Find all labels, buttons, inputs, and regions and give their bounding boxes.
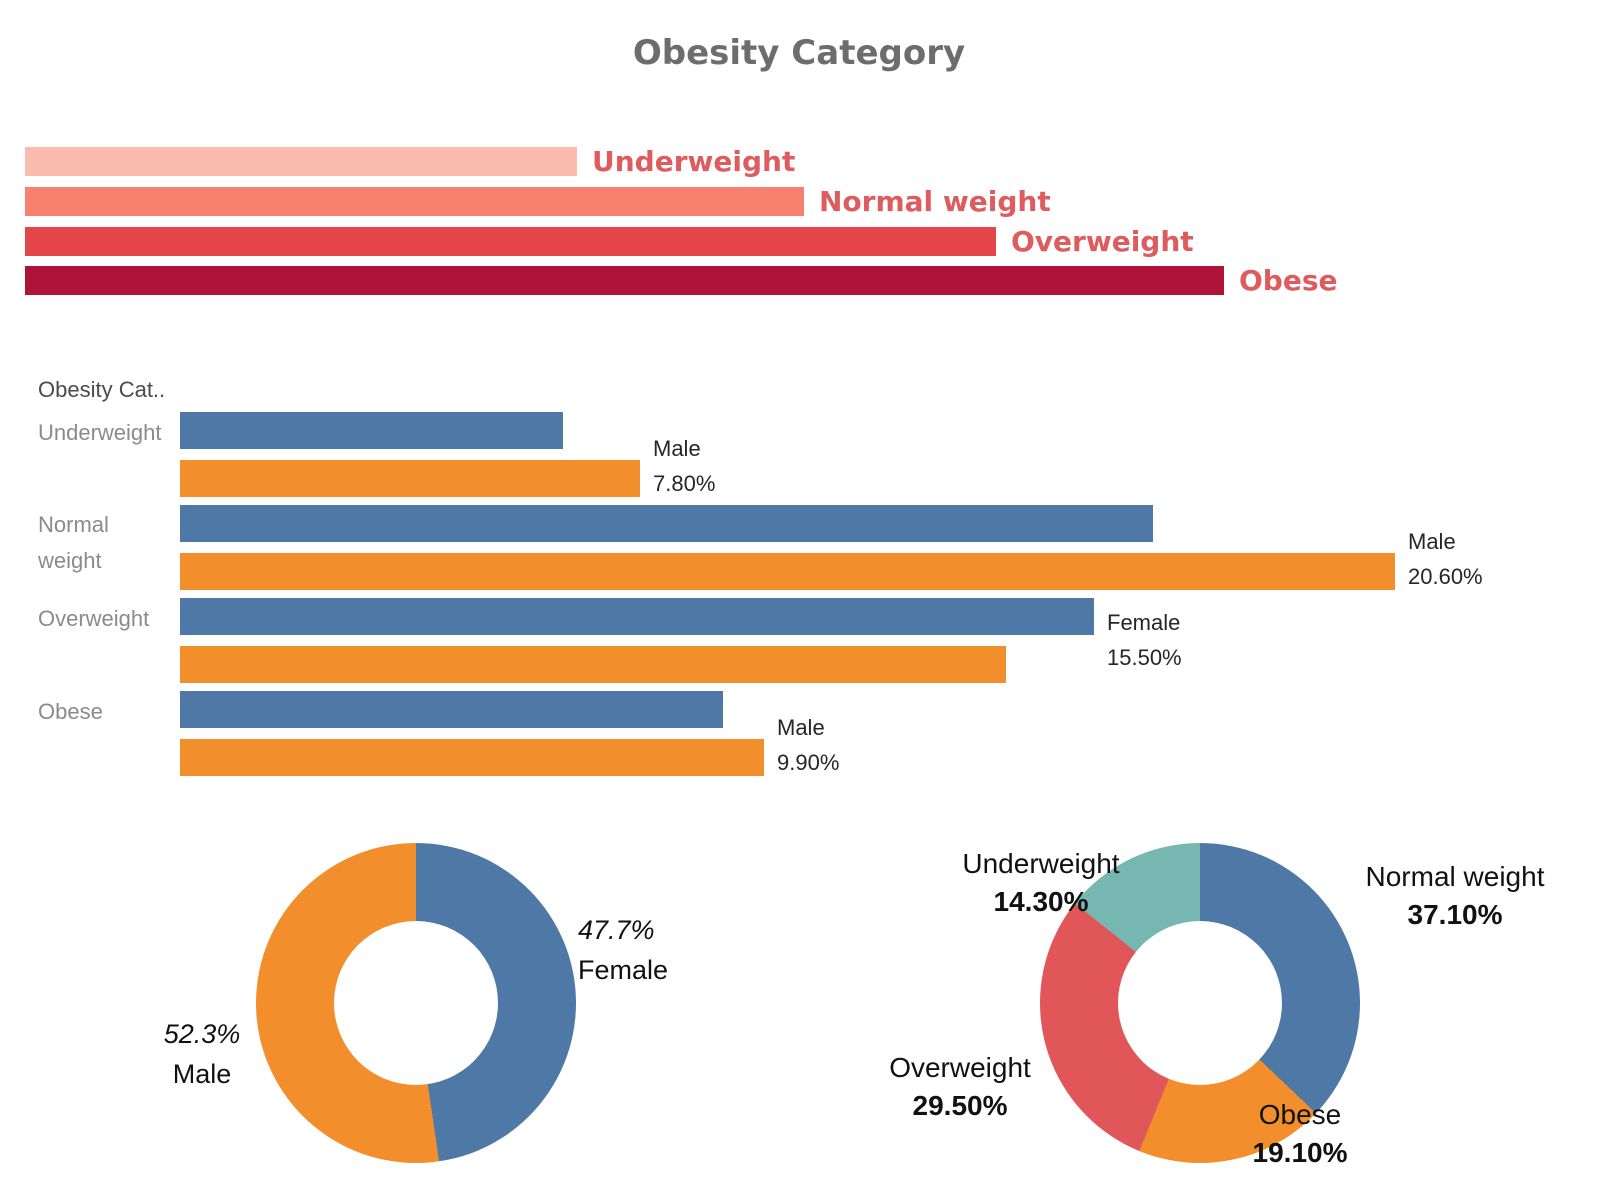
bar-female-underweight[interactable] [180,412,563,449]
donut-hole [1118,921,1282,1085]
axis-label-underweight: Underweight [38,420,162,445]
value-label-series: Female [1107,610,1181,635]
category-percent: 37.10% [1407,899,1503,930]
top-bar-label-overweight: Overweight [1011,225,1194,258]
category-donut-label-normal-weight: Normal weight 37.10% [1305,858,1598,934]
gender-donut-chart[interactable] [256,843,576,1163]
value-label-percent: 20.60% [1408,564,1483,589]
donut-hole [334,921,498,1085]
top-bar-normal-weight[interactable] [25,187,804,216]
category-donut-chart[interactable] [1040,843,1360,1163]
category-name: Normal weight [1365,861,1545,892]
value-label-overweight-female: Female 15.50% [1107,605,1182,675]
bar-male-normal-weight[interactable] [180,553,1395,590]
gender-name-female: Female [578,955,669,985]
value-label-series: Male [777,715,825,740]
bar-male-underweight[interactable] [180,460,640,497]
category-percent: 19.10% [1252,1137,1348,1168]
top-bar-obese[interactable] [25,266,1224,295]
gender-percent-male: 52.3% [163,1019,241,1049]
value-label-percent: 9.90% [777,750,840,775]
bar-female-obese[interactable] [180,691,723,728]
bar-female-overweight[interactable] [180,598,1094,635]
category-percent: 29.50% [912,1090,1008,1121]
value-label-underweight-male: Male 7.80% [653,431,715,501]
value-label-obese-male: Male 9.90% [777,710,839,780]
top-bar-label-obese: Obese [1239,264,1338,297]
value-label-percent: 7.80% [653,471,716,496]
bar-female-normal-weight[interactable] [180,505,1153,542]
category-donut-label-overweight: Overweight 29.50% [810,1049,1110,1125]
axis-label-obese: Obese [38,699,103,724]
axis-label-overweight: Overweight [38,606,150,631]
top-bar-label-underweight: Underweight [592,145,796,178]
middle-chart-header: Obesity Cat.. [38,377,166,402]
category-name: Underweight [962,848,1120,879]
top-bar-label-normal-weight: Normal weight [819,185,1051,218]
category-donut-label-obese: Obese 19.10% [1150,1096,1450,1172]
gender-donut-label-male: 52.3% Male [102,1014,302,1094]
axis-label-line: Normal [38,512,109,537]
bar-male-overweight[interactable] [180,646,1006,683]
value-label-series: Male [653,436,701,461]
value-label-percent: 15.50% [1107,645,1182,670]
page-title: Obesity Category [632,33,966,73]
value-label-series: Male [1408,529,1456,554]
bar-male-obese[interactable] [180,739,764,776]
category-name: Overweight [889,1052,1031,1083]
category-percent: 14.30% [993,886,1089,917]
top-bar-underweight[interactable] [25,147,577,176]
gender-percent-female: 47.7% [578,915,655,945]
gender-donut-label-female: 47.7% Female [578,910,668,990]
top-bar-overweight[interactable] [25,227,996,256]
value-label-normal-weight-male: Male 20.60% [1408,524,1483,594]
category-name: Obese [1258,1099,1342,1130]
category-donut-label-underweight: Underweight 14.30% [891,845,1191,921]
axis-label-normal-weight: Normal weight [38,507,109,579]
axis-label-line: weight [38,548,102,573]
gender-name-male: Male [172,1059,232,1089]
